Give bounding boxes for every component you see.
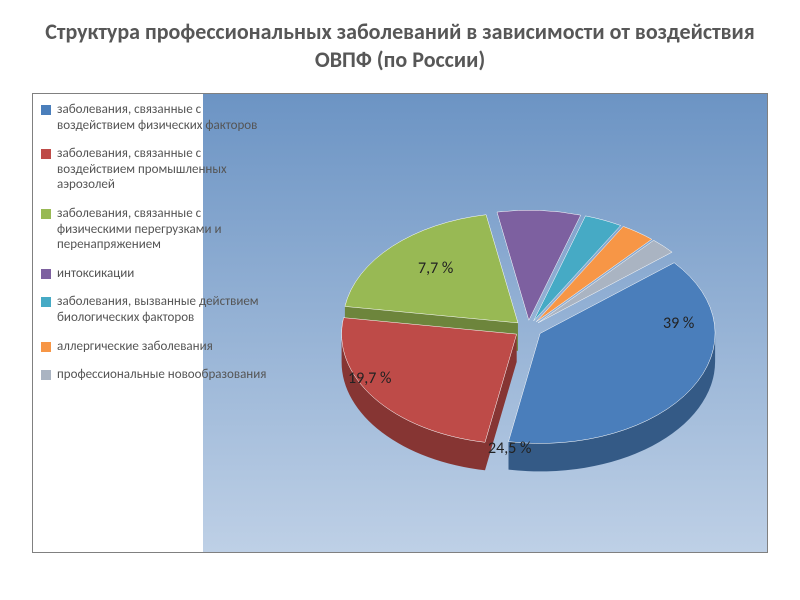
legend-item: заболевания, связанные с физическими пер… [41, 206, 271, 253]
legend-label: заболевания, связанные с воздействием пр… [57, 146, 271, 193]
legend-swatch [41, 209, 51, 219]
pie-slice-label: 39 % [663, 314, 694, 333]
pie-slice-label: 7,7 % [418, 259, 453, 278]
legend-label: аллергические заболевания [57, 339, 213, 355]
pie-chart [328, 164, 748, 504]
legend-swatch [41, 370, 51, 380]
legend-swatch [41, 105, 51, 115]
legend-label: интоксикации [57, 266, 134, 282]
legend-item: профессиональные новообразования [41, 367, 271, 383]
legend-item: интоксикации [41, 266, 271, 282]
legend-label: профессиональные новообразования [57, 367, 266, 383]
legend-item: заболевания, связанные с воздействием фи… [41, 102, 271, 133]
legend-item: заболевания, связанные с воздействием пр… [41, 146, 271, 193]
legend-label: заболевания, вызванные действием биологи… [57, 294, 271, 325]
legend-item: заболевания, вызванные действием биологи… [41, 294, 271, 325]
pie-area: 39 % 24,5 % 19,7 % 7,7 % [283, 94, 767, 552]
pie-slice-label: 24,5 % [488, 439, 531, 458]
legend-swatch [41, 269, 51, 279]
pie-slice-label: 19,7 % [348, 369, 391, 388]
legend-swatch [41, 342, 51, 352]
page-title: Структура профессиональных заболеваний в… [0, 0, 800, 83]
legend-swatch [41, 149, 51, 159]
legend-swatch [41, 297, 51, 307]
legend-label: заболевания, связанные с физическими пер… [57, 206, 271, 253]
chart-frame: заболевания, связанные с воздействием фи… [32, 93, 768, 553]
legend-item: аллергические заболевания [41, 339, 271, 355]
legend-label: заболевания, связанные с воздействием фи… [57, 102, 271, 133]
legend: заболевания, связанные с воздействием фи… [41, 102, 271, 544]
